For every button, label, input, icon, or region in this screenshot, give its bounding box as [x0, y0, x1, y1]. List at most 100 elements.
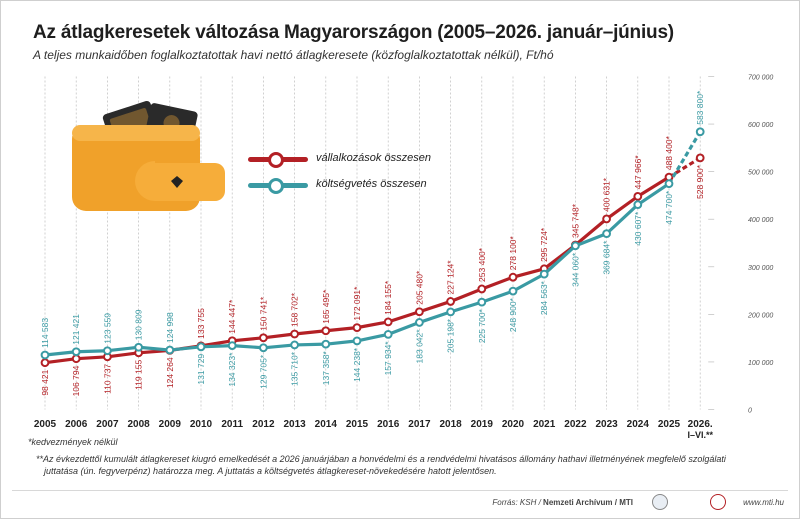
x-tick-label: 2017: [408, 419, 431, 430]
y-tick-label: 500 000: [748, 170, 773, 177]
data-label-business: 158 702*: [290, 292, 300, 327]
x-tick-label: 2010: [190, 419, 213, 430]
data-label-budget: 137 358*: [321, 350, 331, 385]
data-label-business: 345 748*: [570, 203, 580, 238]
data-label-budget: 369 684*: [602, 240, 612, 275]
data-label-budget: 131 729: [196, 354, 206, 385]
data-point-business: [321, 326, 331, 336]
series-line-dashed-business: [668, 156, 702, 179]
data-point-budget: [539, 269, 549, 279]
data-point-business: [352, 323, 362, 333]
data-label-business: 400 631*: [602, 177, 612, 212]
data-point-budget: [321, 339, 331, 349]
data-point-budget: [602, 229, 611, 239]
data-point-budget: [383, 329, 393, 339]
data-point-budget: [571, 241, 580, 251]
mti-url[interactable]: www.mti.hu: [743, 498, 784, 507]
data-label-budget: 129 705*: [258, 354, 268, 389]
data-point-budget: [103, 346, 112, 356]
x-tick-label: 2020: [502, 419, 525, 430]
x-tick-label: 2005: [34, 419, 57, 430]
data-point-budget: [134, 342, 144, 352]
data-point-business: [477, 284, 487, 294]
data-point-budget: [227, 341, 237, 351]
x-tick-label: 2022: [564, 419, 587, 430]
x-tick-label: 2024: [627, 419, 650, 430]
data-point-business: [71, 354, 81, 364]
y-tick-label: 700 000: [748, 75, 773, 82]
data-label-budget: 157 934*: [383, 341, 393, 376]
data-label-business: 106 794: [71, 365, 81, 396]
data-label-budget: 114 583: [40, 318, 50, 348]
data-point-business: [383, 317, 393, 327]
data-label-business: 295 724*: [539, 227, 549, 262]
data-label-business: 227 124*: [446, 260, 456, 295]
y-tick-label: 600 000: [748, 122, 773, 129]
data-label-business: 110 737: [102, 364, 112, 394]
data-point-business: [446, 297, 456, 306]
data-point-budget: [446, 307, 456, 317]
x-tick-label: 2007: [96, 419, 119, 430]
x-tick-label: 2009: [159, 419, 182, 430]
data-label-budget: 430 607*: [633, 211, 643, 246]
x-tick-label: 2019: [471, 419, 494, 430]
x-tick-label: 2013: [283, 419, 306, 430]
x-tick-label: 2011: [221, 419, 243, 430]
series-value-labels: 98 421 114 583 106 794 121 421 110 737 123 55…: [40, 90, 705, 396]
source-bold: Nemzeti Archívum / MTI: [543, 498, 633, 507]
legend-marker-business: [268, 152, 284, 168]
x-tick-label: 2012: [252, 419, 275, 430]
wallet-icon: [72, 100, 225, 211]
x-tick-label: 2025: [658, 419, 681, 430]
data-point-budget: [477, 297, 487, 307]
footer-bar: Forrás: KSH / Nemzeti Archívum / MTI www…: [12, 490, 788, 513]
source-prefix: Forrás: KSH /: [492, 498, 544, 507]
x-tick-label: I–VI.**: [687, 430, 713, 440]
data-point-budget: [165, 345, 175, 355]
data-label-business: 133 755: [196, 308, 206, 339]
data-point-business: [259, 333, 268, 343]
data-label-budget: 135 710*: [290, 351, 300, 386]
data-point-budget: [40, 350, 50, 360]
data-label-business: 205 480*: [414, 270, 424, 305]
data-label-budget: 124 998: [165, 312, 175, 343]
y-tick-label: 300 000: [748, 265, 773, 272]
x-tick-label: 2026.: [688, 419, 713, 430]
data-point-business: [290, 329, 300, 339]
x-tick-label: 2023: [595, 419, 618, 430]
data-label-budget: 205 198*: [446, 318, 456, 353]
y-tick-label: 0: [748, 408, 752, 415]
legend-label-budget: költségvetés összesen: [316, 178, 427, 190]
x-tick-label: 2021: [533, 419, 556, 430]
data-label-budget: 284 563*: [539, 280, 549, 315]
data-point-business: [602, 214, 611, 224]
data-point-business: [633, 191, 643, 201]
data-label-budget: 225 700*: [477, 308, 487, 343]
data-label-budget: 130 809: [134, 309, 144, 340]
data-label-business: 144 447*: [227, 299, 237, 334]
data-label-budget: 121 421: [71, 314, 81, 345]
footnote-weapon-money: **Az évkezdettől kumulált átlagkereset k…: [36, 454, 726, 476]
data-label-business: 528 900*: [695, 164, 705, 199]
data-point-budget: [633, 200, 643, 210]
x-tick-label: 2008: [127, 419, 150, 430]
data-label-business: 165 495*: [321, 289, 331, 324]
y-tick-label: 200 000: [747, 312, 773, 319]
legend-label-business: vállalkozások összesen: [316, 152, 431, 164]
data-point-budget: [290, 340, 300, 350]
data-point-budget: [415, 318, 424, 327]
data-point-business: [40, 358, 50, 368]
y-axis: 0 100 000 200 000 300 000 400 000 500 000 600 …: [708, 75, 773, 415]
page-subtitle: A teljes munkaidőben foglalkoztatottak h…: [33, 48, 554, 62]
data-point-budget: [508, 286, 518, 296]
x-tick-label: 2015: [346, 419, 369, 430]
data-label-budget: 144 238*: [352, 347, 362, 382]
data-label-business: 184 155*: [383, 280, 393, 315]
data-label-business: 447 966*: [633, 155, 643, 190]
x-axis: 2005 2006 2007 2008 2009 2010 2011 2012 2013 2014…: [34, 419, 714, 440]
series-line-dashed-budget: [667, 130, 702, 185]
data-point-budget: [695, 127, 705, 137]
x-tick-label: 2006: [65, 419, 88, 430]
